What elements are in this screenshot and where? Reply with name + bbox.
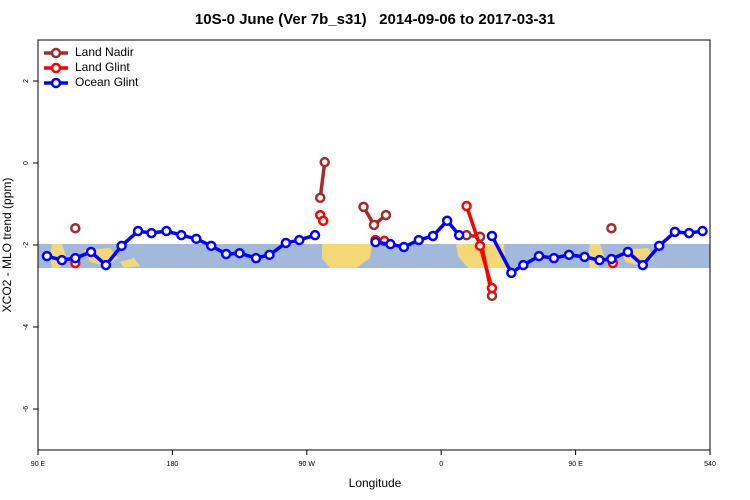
- data-point: [314, 192, 326, 204]
- y-tick-label: 0: [23, 161, 30, 165]
- data-point: [486, 282, 498, 294]
- data-point: [100, 259, 112, 271]
- data-point: [563, 249, 575, 261]
- data-point: [234, 247, 245, 259]
- y-tick-label: -4: [23, 324, 30, 330]
- legend-label: Ocean Glint: [75, 75, 139, 89]
- data-point: [176, 229, 187, 241]
- y-tick-label: -6: [23, 406, 30, 412]
- y-axis-label: XCO2 - MLO trend (ppm): [0, 178, 14, 313]
- land-patch: [322, 244, 372, 268]
- x-tick-label: 0: [439, 461, 443, 468]
- legend-label: Land Nadir: [75, 45, 134, 59]
- data-point: [370, 236, 381, 248]
- x-tick-label: 540: [704, 461, 716, 468]
- data-point: [41, 250, 53, 262]
- chart-title: 10S-0 June (Ver 7b_s31) 2014-09-06 to 20…: [195, 11, 555, 28]
- data-point: [474, 240, 486, 252]
- data-point: [70, 252, 81, 264]
- data-point: [461, 200, 472, 212]
- series: [41, 215, 708, 279]
- data-point: [606, 253, 617, 265]
- x-tick-label: 90 W: [299, 461, 316, 468]
- data-point: [486, 230, 498, 242]
- data-point: [579, 251, 590, 263]
- data-point: [683, 227, 695, 239]
- y-tick-label: 2: [23, 79, 30, 83]
- data-point: [606, 222, 617, 234]
- data-point: [518, 259, 529, 271]
- data-point: [358, 201, 369, 213]
- data-point: [697, 225, 708, 237]
- data-point: [161, 225, 172, 237]
- data-point: [70, 222, 81, 234]
- data-point: [622, 246, 634, 258]
- data-point: [385, 238, 396, 250]
- data-point: [205, 240, 217, 252]
- data-point: [85, 246, 97, 258]
- legend-swatch-marker: [50, 62, 62, 74]
- land-patch: [120, 258, 140, 268]
- x-tick-label: 90 E: [31, 461, 46, 468]
- data-point: [413, 234, 425, 246]
- data-point: [309, 229, 321, 241]
- data-point: [220, 248, 232, 260]
- y-tick-label: -2: [23, 242, 30, 248]
- data-point: [653, 240, 665, 252]
- data-point: [669, 226, 681, 238]
- data-point: [427, 230, 439, 242]
- series-line: [318, 161, 327, 199]
- data-point: [264, 249, 275, 261]
- data-point: [453, 229, 465, 241]
- data-point: [317, 215, 329, 227]
- data-point: [116, 240, 127, 252]
- data-point: [533, 250, 545, 262]
- data-point: [548, 252, 560, 264]
- data-point: [146, 227, 157, 239]
- legend-swatch-marker: [50, 77, 62, 89]
- data-point: [380, 209, 392, 221]
- data-point: [398, 241, 410, 253]
- data-point: [191, 233, 202, 245]
- land-patch: [456, 244, 506, 268]
- data-point: [368, 219, 380, 231]
- legend-label: Land Glint: [75, 60, 130, 74]
- data-point: [294, 234, 305, 246]
- data-point: [319, 156, 330, 168]
- data-point: [56, 254, 68, 266]
- x-axis-label: Longitude: [349, 476, 402, 490]
- data-point: [594, 254, 605, 266]
- data-point: [506, 267, 517, 279]
- data-point: [280, 237, 292, 249]
- data-point: [132, 225, 144, 237]
- x-tick-label: 180: [167, 461, 179, 468]
- data-point: [441, 215, 453, 227]
- data-point: [250, 252, 262, 264]
- legend-swatch-marker: [50, 47, 62, 59]
- data-point: [637, 259, 649, 271]
- x-tick-label: 90 E: [568, 461, 583, 468]
